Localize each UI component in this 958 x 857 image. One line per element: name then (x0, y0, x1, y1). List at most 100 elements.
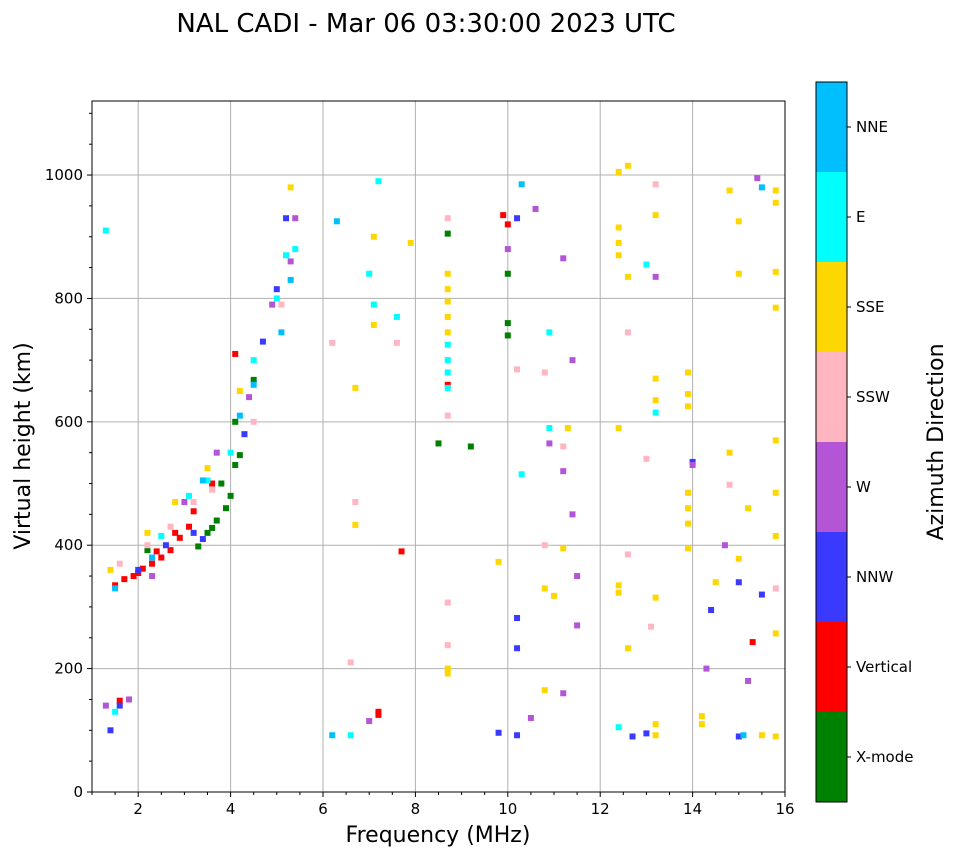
colorbar-frame (815, 81, 848, 803)
series-vertical (112, 212, 756, 718)
data-point (541, 585, 548, 592)
data-point (546, 440, 553, 447)
data-point (153, 548, 160, 555)
data-point (726, 187, 733, 194)
colorbar-swatch (816, 172, 847, 262)
data-point (329, 732, 336, 739)
data-point (278, 301, 285, 308)
data-point (444, 313, 451, 320)
data-point (232, 350, 239, 357)
data-point (370, 233, 377, 240)
data-point (504, 221, 511, 228)
data-point (735, 579, 742, 586)
chart-title: NAL CADI - Mar 06 03:30:00 2023 UTC (176, 9, 675, 39)
data-point (652, 181, 659, 188)
data-point (393, 313, 400, 320)
data-point (435, 440, 442, 447)
data-point (652, 273, 659, 280)
colorbar-swatch (816, 622, 847, 712)
data-point (112, 582, 119, 589)
data-point (167, 547, 174, 554)
data-point (772, 437, 779, 444)
y-tick-label: 1000 (45, 166, 83, 184)
data-point (749, 639, 756, 646)
data-point (287, 258, 294, 265)
data-point (102, 227, 109, 234)
data-point (149, 554, 156, 561)
data-point (407, 239, 414, 246)
data-point (772, 199, 779, 206)
data-point (615, 224, 622, 231)
data-point (643, 730, 650, 737)
data-point (144, 529, 151, 536)
data-point (703, 665, 710, 672)
data-point (218, 480, 225, 487)
data-point (204, 477, 211, 484)
data-point (684, 489, 691, 496)
data-point (527, 714, 534, 721)
colorbar: X-mode Vertical NNW W SSW SSE E NNE (815, 81, 913, 803)
colorbar-swatch (816, 82, 847, 172)
data-point (726, 481, 733, 488)
x-tick-label: 10 (498, 800, 517, 818)
data-point (735, 733, 742, 740)
data-point (444, 381, 451, 388)
series-sse (107, 162, 779, 740)
data-point (772, 304, 779, 311)
data-point (236, 452, 243, 459)
data-point (514, 732, 521, 739)
data-point (684, 505, 691, 512)
grid-lines (92, 101, 786, 792)
data-point (144, 547, 151, 554)
data-point (514, 215, 521, 222)
data-point (176, 534, 183, 541)
data-point (698, 713, 705, 720)
data-point (444, 369, 451, 376)
data-point (227, 492, 234, 499)
data-point (149, 573, 156, 580)
data-point (689, 458, 696, 465)
data-point (273, 286, 280, 293)
data-point (518, 181, 525, 188)
data-point (615, 724, 622, 731)
data-point (172, 529, 179, 536)
data-point (250, 357, 257, 364)
data-point (292, 215, 299, 222)
colorbar-swatch (816, 532, 847, 622)
data-point (514, 366, 521, 373)
data-point (139, 565, 146, 572)
series-e (102, 178, 659, 739)
data-point (329, 339, 336, 346)
data-point (504, 270, 511, 277)
data-point (615, 168, 622, 175)
data-point (684, 520, 691, 527)
data-point (615, 589, 622, 596)
data-point (546, 329, 553, 336)
data-point (615, 582, 622, 589)
data-point (652, 409, 659, 416)
data-point (352, 384, 359, 391)
data-point (569, 511, 576, 518)
colorbar-swatch (816, 262, 847, 352)
data-point (162, 542, 169, 549)
data-point (745, 505, 752, 512)
data-point (624, 329, 631, 336)
series-nnw (107, 215, 765, 740)
data-point (758, 591, 765, 598)
data-point (366, 718, 373, 725)
data-point (684, 391, 691, 398)
data-point (232, 462, 239, 469)
y-tick-label: 600 (54, 413, 83, 431)
colorbar-tick-label: X-mode (856, 748, 913, 766)
series-ssw (116, 181, 779, 666)
y-axis-label: Virtual height (km) (11, 342, 36, 549)
data-point (112, 708, 119, 715)
data-point (735, 555, 742, 562)
data-point (116, 702, 123, 709)
colorbar-tick-label: NNE (856, 118, 888, 136)
colorbar-swatch (816, 352, 847, 442)
data-point (232, 418, 239, 425)
data-point (366, 270, 373, 277)
data-point (269, 301, 276, 308)
y-tick-label: 800 (54, 289, 83, 307)
